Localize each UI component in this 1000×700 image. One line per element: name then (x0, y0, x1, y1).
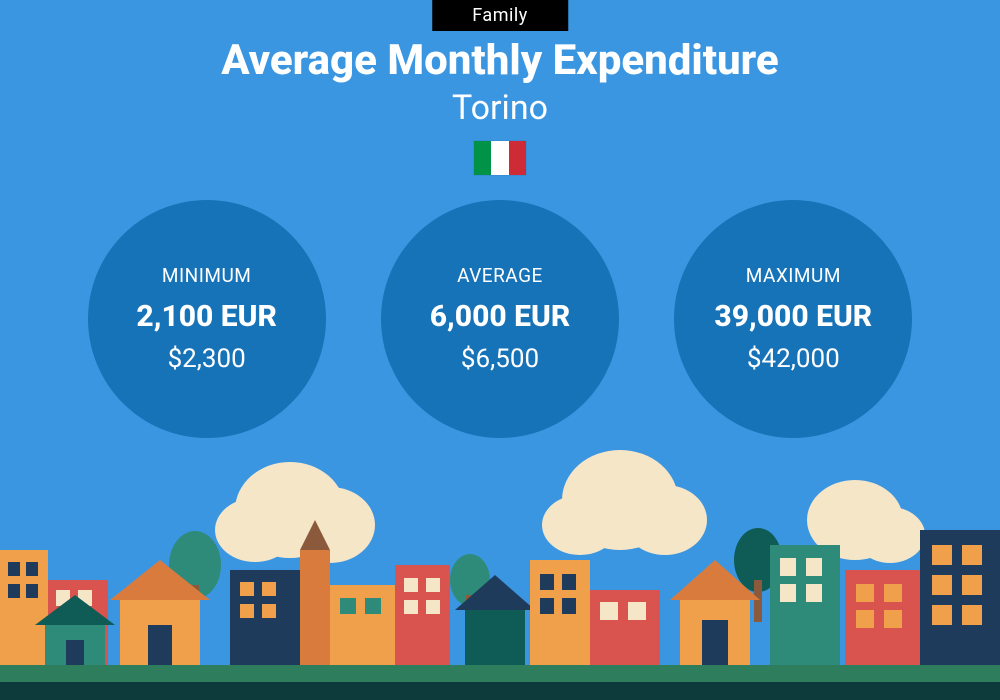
page-title: Average Monthly Expenditure (0, 36, 1000, 85)
city-name: Torino (0, 88, 1000, 128)
stat-label: AVERAGE (457, 264, 543, 287)
stat-primary-value: 39,000 EUR (714, 299, 872, 334)
stat-primary-value: 6,000 EUR (430, 299, 571, 334)
flag-stripe-white (491, 141, 508, 175)
stat-circle-maximum: MAXIMUM 39,000 EUR $42,000 (674, 200, 912, 438)
stat-circles-row: MINIMUM 2,100 EUR $2,300 AVERAGE 6,000 E… (0, 200, 1000, 438)
stat-label: MINIMUM (162, 264, 251, 287)
stat-label: MAXIMUM (746, 264, 841, 287)
cityscape-illustration (0, 450, 1000, 700)
stat-primary-value: 2,100 EUR (136, 299, 277, 334)
flag-stripe-red (509, 141, 526, 175)
category-badge: Family (432, 0, 568, 31)
stat-secondary-value: $6,500 (461, 344, 539, 374)
flag-stripe-green (474, 141, 491, 175)
stat-circle-minimum: MINIMUM 2,100 EUR $2,300 (88, 200, 326, 438)
italy-flag-icon (473, 140, 527, 176)
stat-circle-average: AVERAGE 6,000 EUR $6,500 (381, 200, 619, 438)
stat-secondary-value: $2,300 (168, 344, 246, 374)
stat-secondary-value: $42,000 (747, 344, 840, 374)
